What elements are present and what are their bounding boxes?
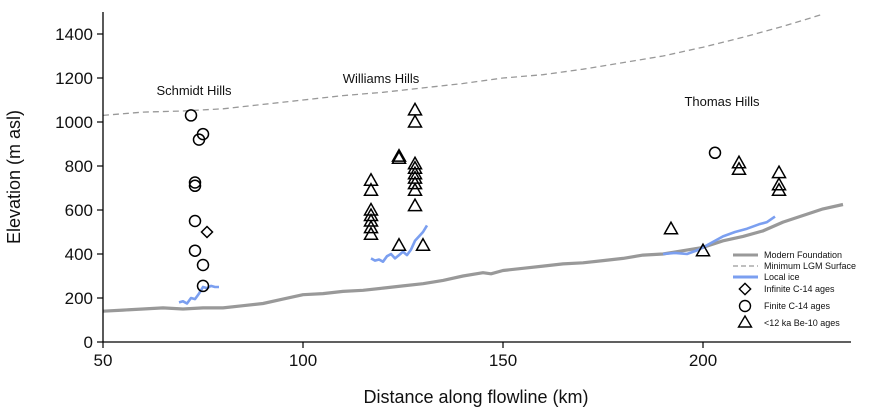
y-axis-title: Elevation (m asl)	[4, 110, 24, 244]
legend-label-modern-foundation: Modern Foundation	[764, 250, 842, 260]
series-local-ice-segment-2	[370, 224, 429, 264]
marker-finite-c14	[188, 176, 202, 189]
marker-be10	[407, 165, 423, 180]
plot-lines	[102, 13, 844, 313]
marker-be10	[407, 160, 423, 174]
marker-be10	[695, 242, 711, 257]
marker-be10	[407, 182, 423, 196]
x-tick-label: 100	[289, 351, 317, 370]
marker-be10	[731, 154, 747, 169]
plot-markers	[184, 101, 787, 293]
marker-be10	[407, 101, 423, 116]
legend-circle-icon	[738, 299, 752, 313]
marker-be10	[771, 176, 787, 191]
annotation-thomas-hills: Thomas Hills	[684, 94, 760, 109]
marker-finite-c14	[188, 214, 202, 228]
marker-be10	[363, 172, 379, 187]
annotation-schmidt-hills: Schmidt Hills	[156, 83, 232, 98]
x-tick-label: 200	[689, 351, 717, 370]
y-ticks: 0 200 400 600 800 1000 1200 1400	[55, 25, 103, 352]
series-modern-foundation	[102, 202, 844, 313]
legend-triangle-icon	[737, 314, 753, 328]
legend-label-finite-c14: Finite C-14 ages	[764, 301, 831, 311]
marker-be10	[415, 237, 431, 251]
marker-be10	[407, 113, 423, 128]
y-tick-label: 200	[65, 289, 93, 308]
marker-be10	[363, 219, 379, 234]
marker-be10	[771, 164, 787, 179]
y-tick-label: 1200	[55, 69, 93, 88]
x-tick-label: 50	[94, 351, 113, 370]
legend: Modern Foundation Minimum LGM Surface Lo…	[733, 250, 856, 328]
marker-infinite-c14	[200, 225, 214, 239]
legend-label-local-ice: Local ice	[764, 272, 800, 282]
marker-finite-c14	[196, 258, 210, 272]
marker-finite-c14	[188, 179, 202, 193]
series-minimum-lgm-surface	[102, 13, 824, 117]
marker-be10	[407, 197, 423, 212]
marker-finite-c14	[188, 244, 202, 257]
series-local-ice-segment-3	[662, 215, 776, 256]
legend-diamond-icon	[738, 282, 752, 296]
marker-be10	[663, 220, 679, 235]
series-local-ice-segment-1	[178, 284, 219, 305]
y-tick-label: 1000	[55, 113, 93, 132]
marker-finite-c14	[192, 133, 206, 146]
y-tick-label: 400	[65, 245, 93, 264]
y-tick-label: 1400	[55, 25, 93, 44]
y-tick-label: 800	[65, 157, 93, 176]
marker-be10	[363, 226, 379, 240]
y-tick-label: 0	[84, 333, 93, 352]
marker-be10	[407, 155, 423, 170]
marker-be10	[363, 212, 379, 227]
marker-be10	[731, 161, 747, 176]
annotation-williams-hills: Williams Hills	[343, 71, 420, 86]
marker-finite-c14	[184, 109, 198, 122]
marker-be10	[407, 175, 423, 190]
legend-label-infinite-c14: Infinite C-14 ages	[764, 284, 835, 294]
marker-be10	[391, 150, 407, 165]
y-tick-label: 600	[65, 201, 93, 220]
legend-label-be10: <12 ka Be-10 ages	[764, 318, 840, 328]
legend-label-minimum-lgm-surface: Minimum LGM Surface	[764, 261, 856, 271]
x-tick-label: 150	[489, 351, 517, 370]
marker-finite-c14	[708, 146, 722, 160]
marker-be10	[391, 148, 407, 162]
marker-be10	[363, 182, 379, 196]
marker-finite-c14	[196, 279, 210, 293]
marker-be10	[771, 182, 787, 196]
x-ticks: 50 100 150 200	[94, 342, 717, 370]
marker-be10	[391, 237, 407, 251]
x-axis-title: Distance along flowline (km)	[363, 387, 588, 407]
